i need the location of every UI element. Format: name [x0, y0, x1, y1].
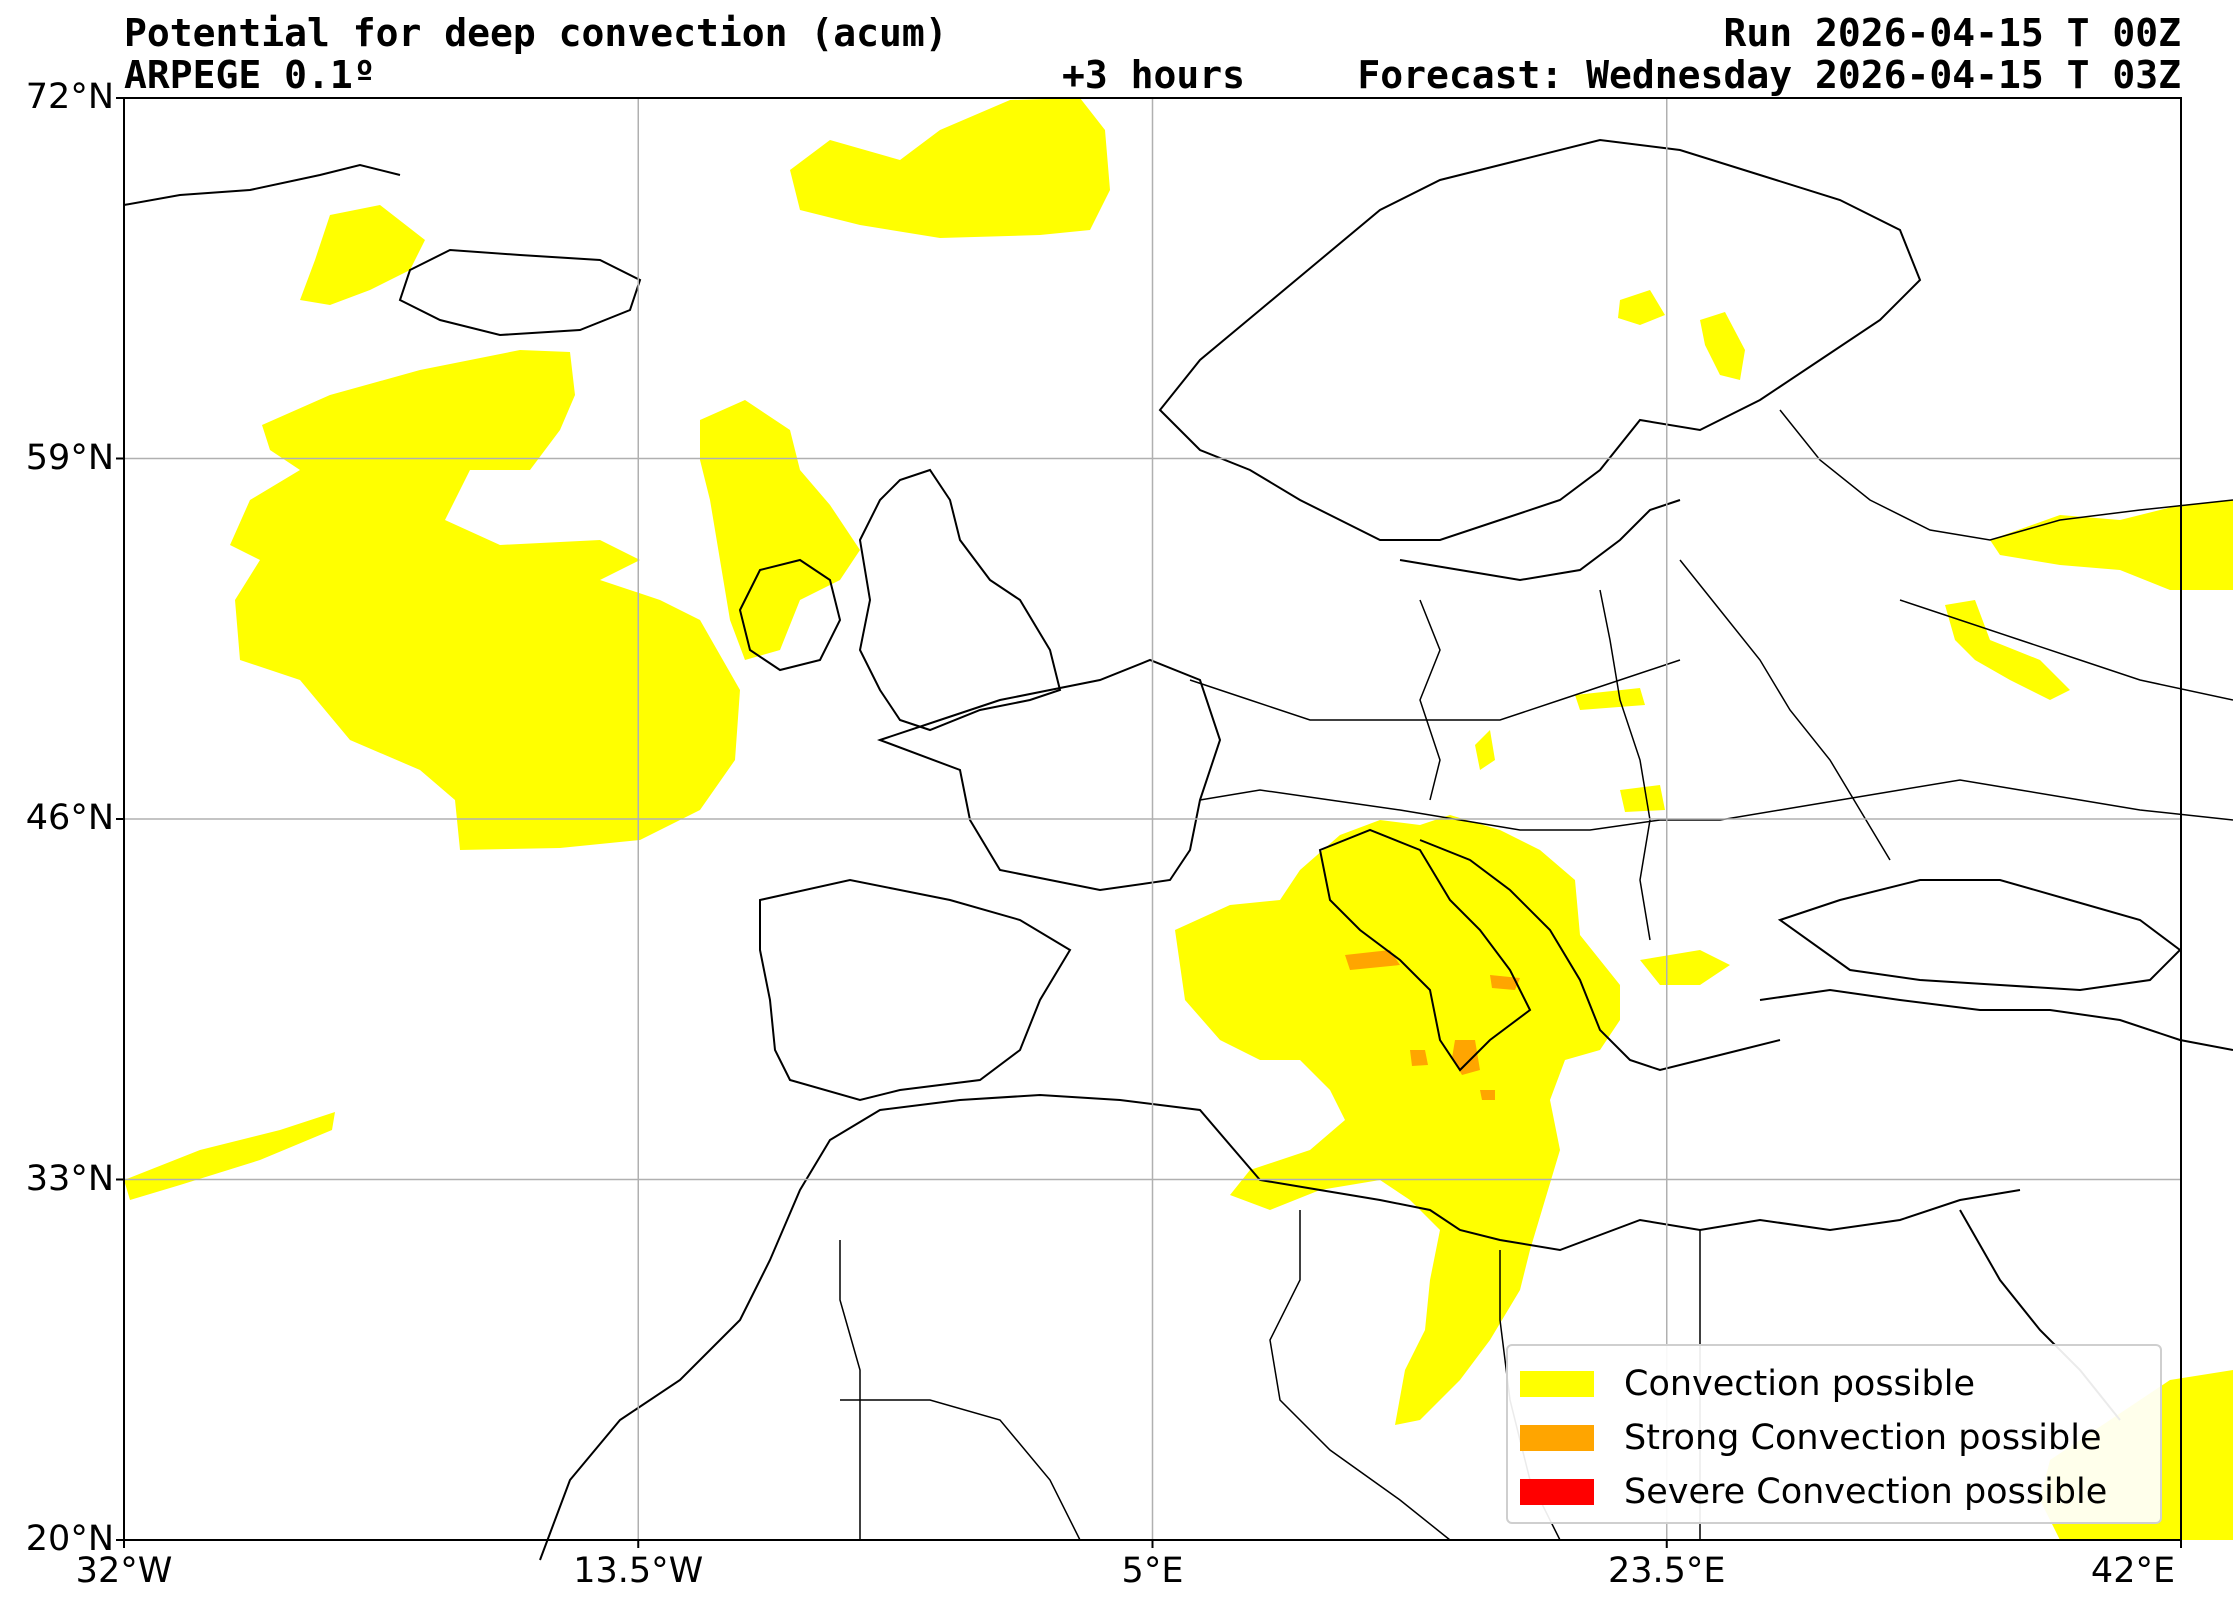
valid-time: Forecast: Wednesday 2026-04-15 T 03Z	[1357, 53, 2181, 97]
coastline-baltic	[1399, 499, 1681, 582]
lon-tick-label: 32°W	[75, 1551, 173, 1591]
legend-item-convection: Convection possible	[1520, 1362, 1975, 1406]
border-line	[1189, 659, 1681, 721]
convection-area-mediterranean	[1175, 815, 1620, 1425]
convection-area-atlantic	[230, 350, 740, 850]
legend-item-severe-convection: Severe Convection possible	[1520, 1470, 2107, 1514]
strong-convection-areas	[1345, 950, 1520, 1100]
map-title: Potential for deep convection (acum)	[124, 11, 948, 55]
convection-area-ireland	[700, 400, 860, 660]
border-line	[1269, 1210, 1451, 1541]
border-line	[1199, 779, 2233, 831]
coastline-turkey	[1759, 988, 2233, 1051]
model-name: ARPEGE 0.1º	[124, 53, 376, 97]
lon-tick-label: 23.5°E	[1607, 1551, 1726, 1591]
lon-tick-label: 13.5°W	[573, 1551, 704, 1591]
legend-swatch-red	[1520, 1479, 1594, 1505]
lead-time: +3 hours	[1062, 53, 1246, 97]
legend-label: Severe Convection possible	[1624, 1472, 2108, 1512]
convection-area-finland	[1618, 290, 1745, 380]
lat-tick-label: 72°N	[25, 77, 114, 117]
strong-convection-area	[1410, 1050, 1428, 1066]
legend: Convection possible Strong Convection po…	[1506, 1344, 2162, 1524]
coastline-black-sea	[1777, 879, 2182, 992]
coastline-italy	[1318, 828, 1532, 1072]
strong-convection-area	[1480, 1090, 1495, 1100]
coastline-france	[877, 658, 1222, 892]
border-line	[1779, 409, 2233, 541]
border-line	[1679, 559, 1891, 861]
convection-area-norwegian-sea	[790, 98, 1110, 238]
coastline-iceland	[398, 248, 642, 337]
lon-tick-label: 42°E	[2090, 1551, 2176, 1591]
strong-convection-area	[1490, 975, 1520, 990]
legend-label: Convection possible	[1624, 1364, 1975, 1404]
border-line	[840, 1399, 1081, 1541]
convection-area-subtropical	[124, 1112, 335, 1200]
convection-area-aegean	[1640, 950, 1730, 985]
coastline-ireland	[738, 558, 842, 672]
legend-item-strong-convection: Strong Convection possible	[1520, 1416, 2102, 1460]
lat-tick-label: 20°N	[25, 1519, 114, 1559]
border-line	[1419, 599, 1441, 801]
strong-convection-area	[1452, 1040, 1480, 1075]
legend-swatch-yellow	[1520, 1371, 1594, 1397]
lat-tick-label: 33°N	[25, 1158, 114, 1199]
lat-tick-label: 59°N	[25, 437, 114, 478]
run-time: Run 2026-04-15 T 00Z	[1723, 11, 2181, 55]
axis-ticks	[116, 97, 2182, 1548]
strong-convection-area	[1345, 950, 1400, 970]
coastline-britain	[858, 468, 1062, 732]
coastline-iberia	[759, 878, 1072, 1102]
lon-tick-label: 5°E	[1121, 1551, 1184, 1591]
coastline-balkans	[1419, 839, 1781, 1072]
border-line	[1599, 589, 1651, 941]
legend-swatch-orange	[1520, 1425, 1594, 1451]
convection-area-eastern-europe	[1945, 500, 2233, 700]
coastline-scandinavia	[1158, 138, 1922, 541]
coastline-greenland	[123, 163, 401, 206]
border-line	[839, 1240, 861, 1540]
map-frame	[123, 97, 2182, 1541]
grid-lines	[123, 97, 2182, 1541]
convection-area-iceland	[300, 205, 425, 305]
border-line	[1899, 599, 2233, 701]
lat-tick-label: 46°N	[25, 798, 114, 838]
legend-label: Strong Convection possible	[1624, 1418, 2102, 1458]
